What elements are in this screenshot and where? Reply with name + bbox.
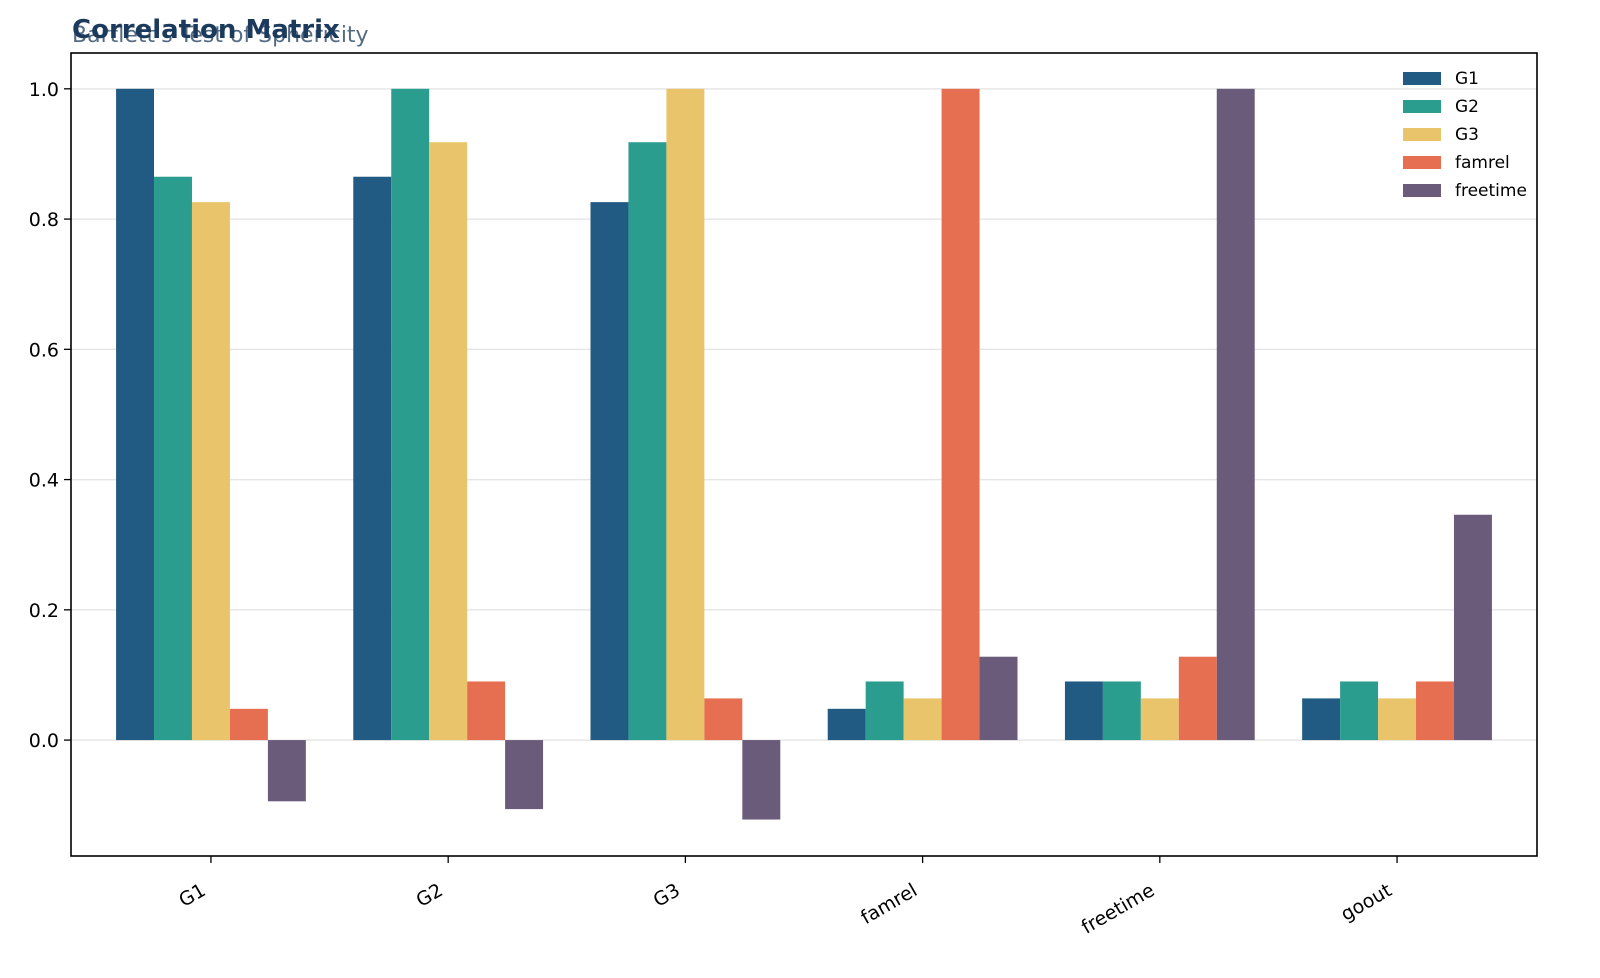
- bar: [1453, 514, 1492, 741]
- bar: [1378, 698, 1417, 741]
- chart-subtitle: Bartlett's Test of Sphericity: [72, 23, 369, 48]
- legend-label: G3: [1455, 125, 1479, 145]
- bar: [1216, 88, 1255, 741]
- bar: [1102, 681, 1141, 741]
- bar: [467, 681, 506, 741]
- y-tick-label: 1.0: [29, 79, 59, 101]
- bar: [267, 740, 306, 802]
- y-tick-label: 0.4: [29, 470, 59, 492]
- y-tick-label: 0.2: [29, 600, 59, 622]
- bar: [229, 708, 268, 741]
- bar: [941, 88, 980, 741]
- bar: [116, 88, 155, 741]
- x-tick-label: G1: [175, 879, 209, 911]
- y-tick-label: 0.6: [29, 339, 59, 361]
- bar: [1416, 681, 1454, 741]
- x-tick-label: freetime: [1078, 879, 1159, 938]
- bar: [1302, 698, 1341, 741]
- bar: [865, 681, 904, 741]
- plot-frame: [70, 52, 1538, 857]
- grid-lines: [71, 88, 1537, 741]
- legend-swatch: [1403, 156, 1441, 169]
- chart-title: Correlation Matrix: [72, 15, 340, 45]
- bar: [1064, 681, 1103, 741]
- bar: [979, 656, 1018, 741]
- bar: [704, 698, 743, 741]
- bar: [742, 740, 781, 820]
- x-tick-label: G3: [650, 879, 684, 911]
- x-tick-label: G2: [412, 879, 446, 911]
- legend: G1 G2 G3 famrel freetime: [1403, 69, 1527, 201]
- legend-label: famrel: [1455, 153, 1510, 173]
- bar: [590, 202, 629, 741]
- legend-swatch: [1403, 72, 1441, 85]
- axes: 0.0 0.2 0.4 0.6 0.8 1.0 G1 G2 G3 famrel freetime go…: [29, 52, 1538, 939]
- bar: [191, 202, 230, 741]
- legend-swatch: [1403, 128, 1441, 141]
- bar: [903, 698, 942, 741]
- bar: [666, 88, 705, 741]
- legend-swatch: [1403, 100, 1441, 113]
- y-tick-label: 0.8: [29, 209, 59, 231]
- bar: [1340, 681, 1379, 741]
- y-tick-label: 0.0: [29, 730, 59, 752]
- legend-label: G1: [1455, 69, 1479, 89]
- bar: [1178, 656, 1217, 741]
- bar: [505, 740, 544, 810]
- bar: [391, 88, 430, 741]
- bar: [154, 176, 192, 741]
- bar: [628, 142, 667, 741]
- bar: [1140, 698, 1179, 741]
- legend-label: G2: [1455, 97, 1479, 117]
- x-tick-label: famrel: [857, 879, 921, 929]
- bar: [429, 142, 468, 741]
- legend-swatch: [1403, 184, 1441, 197]
- x-tick-label: goout: [1337, 879, 1395, 925]
- bar: [827, 708, 866, 741]
- bars: [116, 88, 1492, 820]
- legend-label: freetime: [1455, 181, 1527, 201]
- bar: [353, 176, 392, 741]
